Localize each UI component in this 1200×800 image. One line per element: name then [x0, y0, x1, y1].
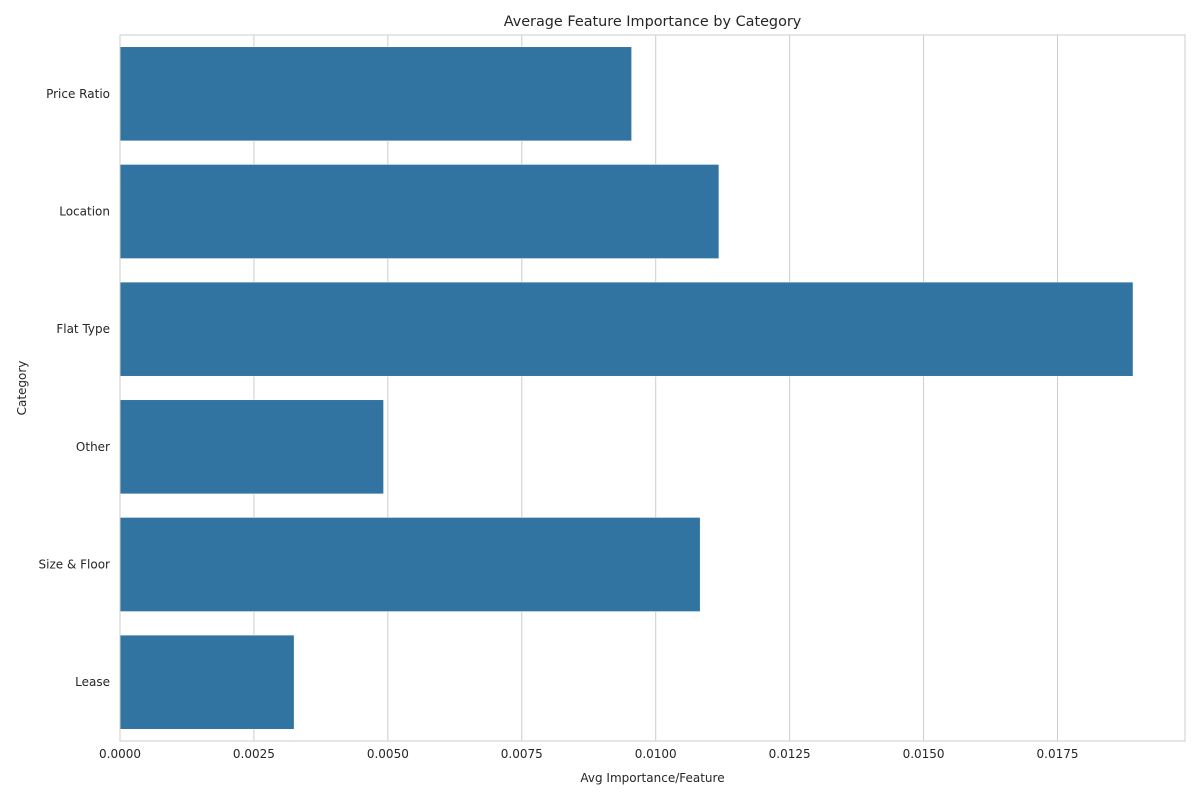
y-tick-label: Other	[76, 440, 110, 454]
x-tick-label: 0.0175	[1037, 747, 1079, 761]
bar-other	[119, 399, 384, 495]
x-tick-label: 0.0150	[903, 747, 945, 761]
x-axis-label: Avg Importance/Feature	[580, 771, 724, 785]
y-tick-label: Price Ratio	[46, 87, 110, 101]
y-tick-label: Lease	[75, 675, 110, 689]
x-tick-label: 0.0050	[367, 747, 409, 761]
y-tick-label: Location	[59, 205, 110, 219]
y-tick-label: Flat Type	[56, 322, 110, 336]
plot-frame	[119, 34, 1186, 742]
y-axis-label: Category	[15, 361, 29, 416]
bar-flat-type	[119, 281, 1134, 377]
bar-lease	[119, 634, 295, 730]
y-tick-labels: Price Ratio Location Flat Type Other Size & …	[39, 87, 111, 689]
bar-layer	[119, 46, 1134, 730]
bar-size-floor	[119, 517, 701, 612]
x-tick-label: 0.0125	[769, 747, 811, 761]
bar-location	[119, 164, 720, 259]
bar-price-ratio	[119, 46, 632, 142]
y-tick-label: Size & Floor	[39, 558, 111, 572]
x-tick-label: 0.0000	[99, 747, 141, 761]
x-tick-label: 0.0075	[501, 747, 543, 761]
x-tick-label: 0.0100	[635, 747, 677, 761]
grid-layer	[119, 35, 1058, 741]
chart-title: Average Feature Importance by Category	[504, 14, 802, 30]
x-tick-label: 0.0025	[233, 747, 275, 761]
x-tick-labels: 0.0000 0.0025 0.0050 0.0075 0.0100 0.0125 0.01…	[99, 747, 1079, 761]
